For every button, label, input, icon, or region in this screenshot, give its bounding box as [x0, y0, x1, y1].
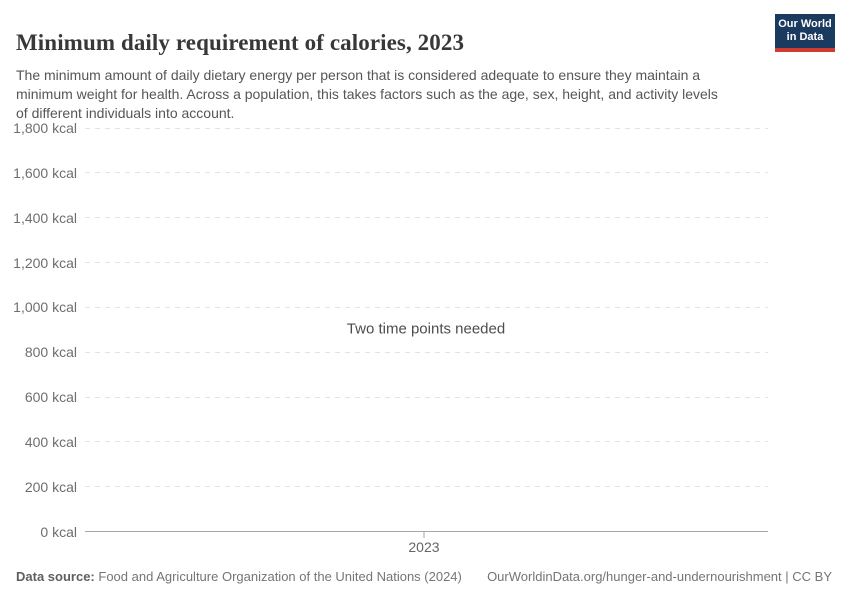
gridline: [85, 262, 768, 263]
gridline: [85, 128, 768, 129]
y-axis-tick-label: 200 kcal: [0, 479, 77, 495]
gridline: [85, 397, 768, 398]
citation-separator: |: [782, 569, 793, 584]
gridline: [85, 172, 768, 173]
y-axis-tick-label: 400 kcal: [0, 434, 77, 450]
citation-link[interactable]: OurWorldinData.org/hunger-and-undernouri…: [487, 569, 782, 584]
gridline: [85, 217, 768, 218]
chart-footer: Data source: Food and Agriculture Organi…: [16, 569, 832, 585]
gridline: [85, 441, 768, 442]
x-axis-tick-label: 2023: [408, 539, 439, 555]
plot-area: Two time points needed 0 kcal 200 kcal 400…: [0, 0, 850, 600]
y-axis-tick-label: 1,400 kcal: [0, 210, 77, 226]
y-axis-tick-label: 600 kcal: [0, 389, 77, 405]
chart-page: Minimum daily requirement of calories, 2…: [0, 0, 850, 600]
gridline: [85, 352, 768, 353]
data-source: Data source: Food and Agriculture Organi…: [16, 569, 462, 585]
x-axis-tick-mark: [423, 532, 424, 538]
y-axis-tick-label: 1,200 kcal: [0, 255, 77, 271]
citation: OurWorldinData.org/hunger-and-undernouri…: [487, 569, 832, 585]
y-axis-tick-label: 1,600 kcal: [0, 165, 77, 181]
y-axis-tick-label: 1,800 kcal: [0, 120, 77, 136]
data-source-label: Data source:: [16, 569, 95, 584]
gridline: [85, 486, 768, 487]
empty-state-message: Two time points needed: [347, 321, 505, 338]
x-axis-line: [85, 531, 768, 532]
y-axis-tick-label: 1,000 kcal: [0, 299, 77, 315]
data-source-text: Food and Agriculture Organization of the…: [98, 569, 462, 584]
gridline: [85, 307, 768, 308]
y-axis-tick-label: 0 kcal: [0, 524, 77, 540]
license-label: CC BY: [792, 569, 832, 584]
y-axis-tick-label: 800 kcal: [0, 344, 77, 360]
